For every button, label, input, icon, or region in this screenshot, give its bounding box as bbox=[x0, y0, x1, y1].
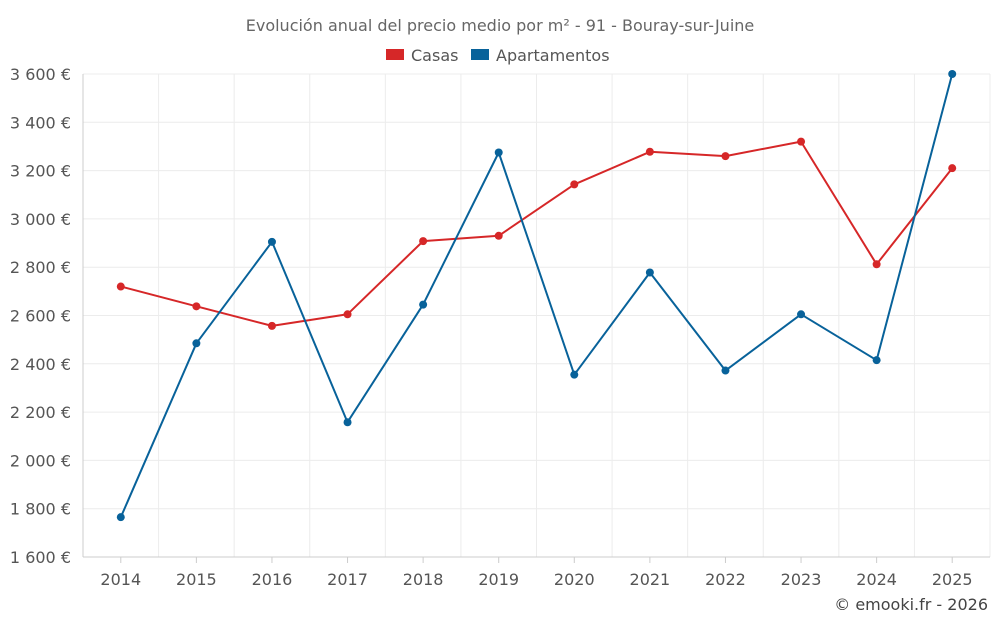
data-point-apartamentos[interactable] bbox=[645, 268, 654, 277]
x-tick-label: 2016 bbox=[252, 570, 293, 589]
data-point-apartamentos[interactable] bbox=[267, 237, 276, 246]
x-tick-label: 2021 bbox=[630, 570, 671, 589]
x-tick-label: 2025 bbox=[932, 570, 973, 589]
x-tick-label: 2015 bbox=[176, 570, 217, 589]
legend-label-casas: Casas bbox=[411, 46, 458, 65]
data-point-casas[interactable] bbox=[267, 321, 276, 330]
y-tick-label: 2 400 € bbox=[10, 355, 71, 374]
data-point-apartamentos[interactable] bbox=[570, 370, 579, 379]
legend-item-casas[interactable]: Casas bbox=[386, 46, 458, 65]
series bbox=[116, 70, 957, 522]
data-point-apartamentos[interactable] bbox=[419, 300, 428, 309]
x-tick-label: 2019 bbox=[478, 570, 519, 589]
data-point-casas[interactable] bbox=[192, 302, 201, 311]
axes: 1 600 € 1 800 € 2 000 € 2 200 € 2 400 € 2 600… bbox=[10, 65, 990, 589]
data-point-apartamentos[interactable] bbox=[797, 310, 806, 319]
x-tick-label: 2024 bbox=[856, 570, 897, 589]
legend-swatch-apartamentos bbox=[471, 49, 489, 60]
data-point-apartamentos[interactable] bbox=[948, 70, 957, 78]
x-tick-label: 2020 bbox=[554, 570, 595, 589]
data-point-casas[interactable] bbox=[494, 231, 503, 240]
legend-item-apartamentos[interactable]: Apartamentos bbox=[471, 46, 610, 65]
legend-swatch-casas bbox=[386, 49, 404, 60]
data-point-apartamentos[interactable] bbox=[192, 339, 201, 348]
y-tick-label: 2 200 € bbox=[10, 403, 71, 422]
data-point-apartamentos[interactable] bbox=[721, 366, 730, 375]
x-tick-label: 2022 bbox=[705, 570, 746, 589]
data-point-casas[interactable] bbox=[872, 260, 881, 269]
series-line-casas bbox=[120, 140, 953, 327]
x-tick-label: 2014 bbox=[100, 570, 141, 589]
credit-text: © emooki.fr - 2026 bbox=[834, 595, 988, 614]
y-tick-label: 3 400 € bbox=[10, 113, 71, 132]
series-apartamentos bbox=[116, 70, 957, 522]
x-tick-label: 2023 bbox=[781, 570, 822, 589]
x-tick-label: 2017 bbox=[327, 570, 368, 589]
data-point-casas[interactable] bbox=[570, 180, 579, 189]
data-point-casas[interactable] bbox=[948, 164, 957, 173]
gridlines bbox=[82, 73, 991, 557]
data-point-apartamentos[interactable] bbox=[494, 148, 503, 157]
y-tick-label: 3 600 € bbox=[10, 65, 71, 84]
chart-title: Evolución anual del precio medio por m² … bbox=[246, 16, 755, 35]
data-point-apartamentos[interactable] bbox=[343, 418, 352, 427]
y-tick-label: 2 800 € bbox=[10, 258, 71, 277]
legend-label-apartamentos: Apartamentos bbox=[496, 46, 610, 65]
y-tick-label: 3 000 € bbox=[10, 210, 71, 229]
y-tick-label: 2 600 € bbox=[10, 307, 71, 326]
data-point-apartamentos[interactable] bbox=[116, 513, 125, 522]
y-tick-label: 1 600 € bbox=[10, 548, 71, 567]
data-point-casas[interactable] bbox=[721, 152, 730, 161]
series-line-apartamentos bbox=[119, 73, 954, 518]
y-tick-label: 2 000 € bbox=[10, 451, 71, 470]
data-point-casas[interactable] bbox=[645, 147, 654, 156]
data-point-casas[interactable] bbox=[419, 237, 428, 246]
series-casas bbox=[116, 137, 957, 330]
data-point-casas[interactable] bbox=[797, 137, 806, 146]
legend: Casas Apartamentos bbox=[386, 46, 610, 65]
x-tick-label: 2018 bbox=[403, 570, 444, 589]
y-tick-label: 1 800 € bbox=[10, 500, 71, 519]
y-tick-label: 3 200 € bbox=[10, 162, 71, 181]
data-point-apartamentos[interactable] bbox=[872, 356, 881, 365]
data-point-casas[interactable] bbox=[116, 282, 125, 291]
data-point-casas[interactable] bbox=[343, 310, 352, 319]
